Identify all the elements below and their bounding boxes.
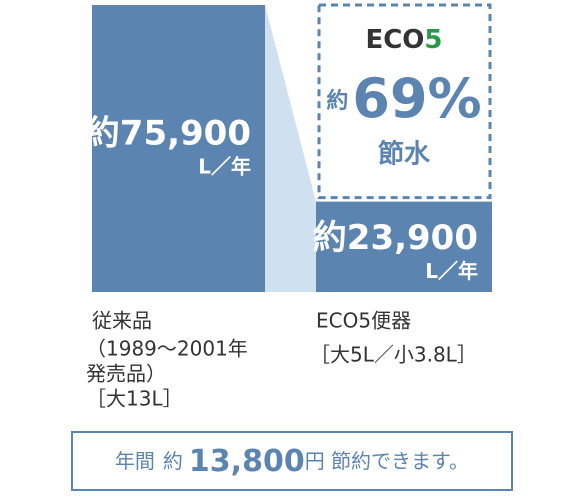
brand-number: 5 <box>424 25 442 55</box>
footer-part: 約 <box>163 449 183 473</box>
footer-part: 円 節約できます。 <box>305 449 469 473</box>
savings-figure: 約69% <box>326 67 481 130</box>
bar <box>92 5 265 292</box>
brand: ECO5 <box>365 25 442 55</box>
savings-box <box>317 3 492 200</box>
category-detail: 発売品） <box>86 362 166 386</box>
unit: L／年 <box>425 259 478 283</box>
category-detail: ［大13L］ <box>86 387 183 411</box>
brand-text: ECO <box>365 25 424 55</box>
prefix: 約 <box>326 88 348 114</box>
category-detail: （1989〜2001年 <box>86 337 248 361</box>
savings-label: 69% <box>352 67 481 130</box>
category-label: ECO5便器 <box>316 309 411 333</box>
bars <box>92 5 492 292</box>
unit: L／年 <box>198 155 251 179</box>
value-label: 約75,900 <box>86 114 251 154</box>
footer-text: 年間約 13,800円 節約できます。 <box>115 444 469 479</box>
connector <box>265 5 316 292</box>
category-detail: ［大5L／小3.8L］ <box>310 343 477 367</box>
footer-part: 年間 <box>115 449 155 473</box>
footer-box <box>71 431 513 491</box>
bar <box>316 201 492 292</box>
footer-amount: 13,800 <box>189 444 305 479</box>
value-label: 約23,900 <box>313 218 478 258</box>
category-label: 従来品 <box>92 309 152 333</box>
savings-text: 節水 <box>378 139 431 170</box>
